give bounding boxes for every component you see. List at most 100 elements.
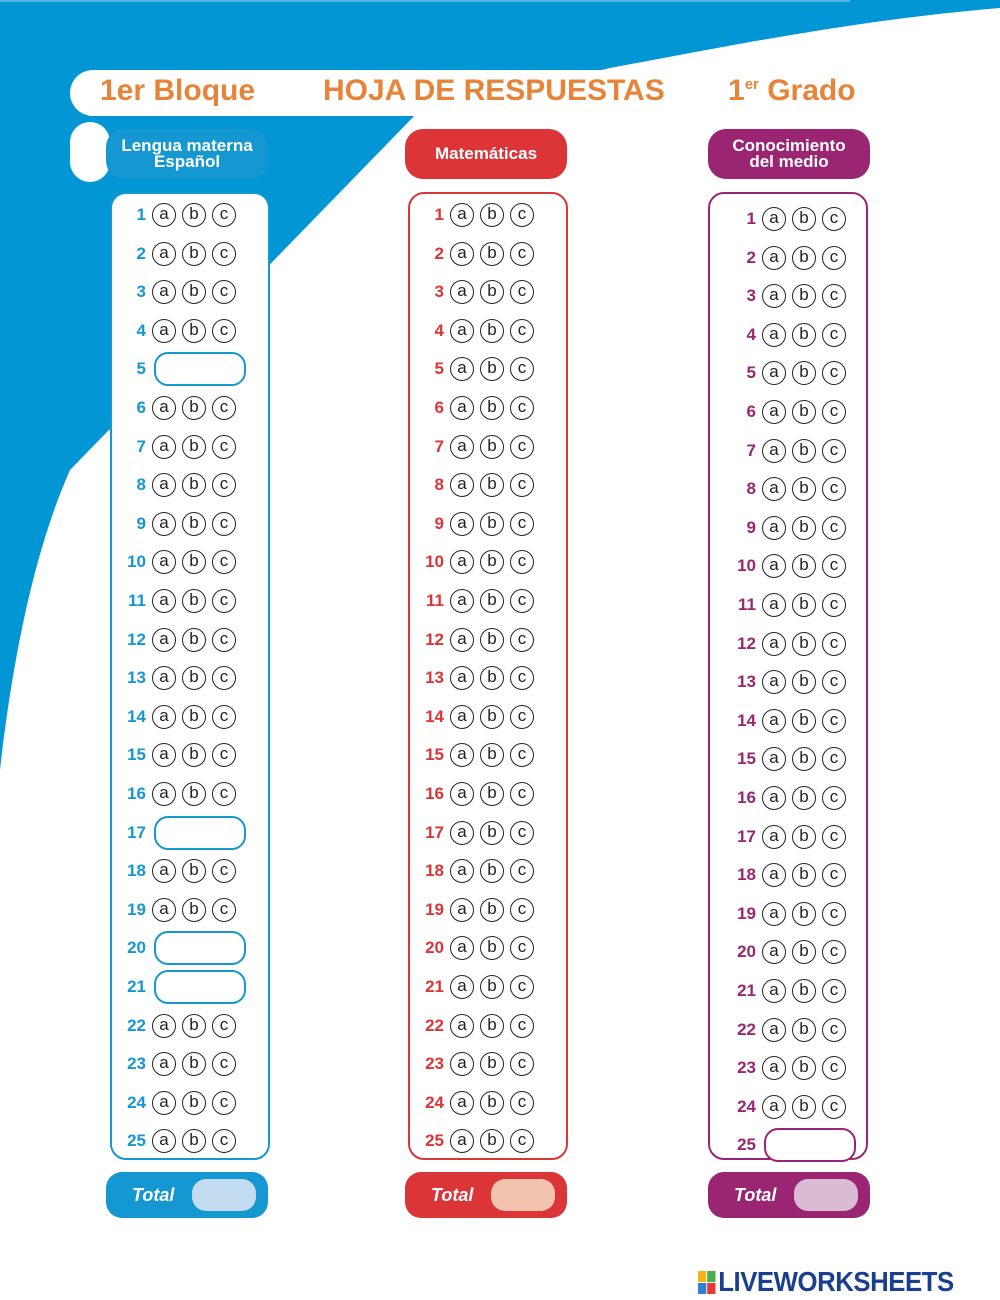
option-c-radio[interactable]: c xyxy=(510,859,534,884)
option-a-radio[interactable]: a xyxy=(450,936,474,961)
total-input[interactable] xyxy=(794,1179,858,1211)
answer-text-input[interactable] xyxy=(764,1128,856,1163)
option-a-radio[interactable]: a xyxy=(152,589,176,613)
option-c-radio[interactable]: c xyxy=(822,708,846,733)
option-a-radio[interactable]: a xyxy=(450,743,474,768)
option-b-radio[interactable]: b xyxy=(480,280,504,305)
option-a-radio[interactable]: a xyxy=(152,782,176,806)
option-a-radio[interactable]: a xyxy=(762,708,786,733)
option-b-radio[interactable]: b xyxy=(182,897,206,922)
option-b-radio[interactable]: b xyxy=(792,438,816,463)
option-b-radio[interactable]: b xyxy=(480,357,504,382)
option-b-radio[interactable]: b xyxy=(480,241,504,266)
option-b-radio[interactable]: b xyxy=(792,940,816,965)
option-b-radio[interactable]: b xyxy=(182,203,206,227)
option-a-radio[interactable]: a xyxy=(450,782,474,806)
option-a-radio[interactable]: a xyxy=(450,203,474,227)
option-a-radio[interactable]: a xyxy=(762,1056,786,1081)
option-b-radio[interactable]: b xyxy=(480,859,504,884)
option-a-radio[interactable]: a xyxy=(450,434,474,459)
option-c-radio[interactable]: c xyxy=(510,589,534,613)
option-a-radio[interactable]: a xyxy=(152,550,176,575)
option-a-radio[interactable]: a xyxy=(762,747,786,772)
option-b-radio[interactable]: b xyxy=(480,627,504,652)
option-b-radio[interactable]: b xyxy=(792,708,816,733)
option-b-radio[interactable]: b xyxy=(480,434,504,459)
option-b-radio[interactable]: b xyxy=(480,820,504,845)
option-a-radio[interactable]: a xyxy=(152,743,176,768)
option-a-radio[interactable]: a xyxy=(762,670,786,695)
option-b-radio[interactable]: b xyxy=(480,897,504,922)
option-a-radio[interactable]: a xyxy=(450,589,474,613)
option-b-radio[interactable]: b xyxy=(182,511,206,536)
option-c-radio[interactable]: c xyxy=(822,361,846,386)
total-input[interactable] xyxy=(192,1179,256,1211)
option-a-radio[interactable]: a xyxy=(152,859,176,884)
option-a-radio[interactable]: a xyxy=(450,511,474,536)
option-a-radio[interactable]: a xyxy=(450,627,474,652)
option-a-radio[interactable]: a xyxy=(152,511,176,536)
option-a-radio[interactable]: a xyxy=(450,473,474,498)
option-c-radio[interactable]: c xyxy=(212,473,236,498)
option-a-radio[interactable]: a xyxy=(450,859,474,884)
answer-text-input[interactable] xyxy=(154,352,246,387)
option-a-radio[interactable]: a xyxy=(762,824,786,849)
option-a-radio[interactable]: a xyxy=(762,515,786,540)
option-c-radio[interactable]: c xyxy=(212,782,236,806)
option-a-radio[interactable]: a xyxy=(762,940,786,965)
option-b-radio[interactable]: b xyxy=(792,284,816,309)
option-b-radio[interactable]: b xyxy=(792,554,816,579)
option-c-radio[interactable]: c xyxy=(822,824,846,849)
option-b-radio[interactable]: b xyxy=(792,593,816,617)
option-c-radio[interactable]: c xyxy=(822,400,846,424)
option-c-radio[interactable]: c xyxy=(212,550,236,575)
option-b-radio[interactable]: b xyxy=(480,396,504,420)
option-c-radio[interactable]: c xyxy=(510,743,534,768)
option-c-radio[interactable]: c xyxy=(212,434,236,459)
option-c-radio[interactable]: c xyxy=(510,1090,534,1115)
option-b-radio[interactable]: b xyxy=(182,1129,206,1154)
option-a-radio[interactable]: a xyxy=(450,975,474,999)
option-b-radio[interactable]: b xyxy=(792,786,816,810)
option-a-radio[interactable]: a xyxy=(450,704,474,729)
option-c-radio[interactable]: c xyxy=(822,1017,846,1042)
option-c-radio[interactable]: c xyxy=(212,897,236,922)
option-c-radio[interactable]: c xyxy=(822,979,846,1003)
option-b-radio[interactable]: b xyxy=(792,245,816,270)
option-a-radio[interactable]: a xyxy=(762,901,786,926)
option-a-radio[interactable]: a xyxy=(450,1052,474,1077)
option-c-radio[interactable]: c xyxy=(822,207,846,231)
option-a-radio[interactable]: a xyxy=(762,245,786,270)
option-b-radio[interactable]: b xyxy=(792,207,816,231)
option-c-radio[interactable]: c xyxy=(212,1090,236,1115)
option-c-radio[interactable]: c xyxy=(212,704,236,729)
option-b-radio[interactable]: b xyxy=(480,743,504,768)
option-b-radio[interactable]: b xyxy=(480,203,504,227)
option-a-radio[interactable]: a xyxy=(152,434,176,459)
option-a-radio[interactable]: a xyxy=(152,1013,176,1038)
option-c-radio[interactable]: c xyxy=(510,241,534,266)
option-c-radio[interactable]: c xyxy=(822,670,846,695)
option-c-radio[interactable]: c xyxy=(822,863,846,888)
option-c-radio[interactable]: c xyxy=(510,666,534,691)
option-b-radio[interactable]: b xyxy=(480,1129,504,1154)
option-a-radio[interactable]: a xyxy=(762,207,786,231)
option-a-radio[interactable]: a xyxy=(762,1094,786,1119)
option-c-radio[interactable]: c xyxy=(212,589,236,613)
option-c-radio[interactable]: c xyxy=(510,473,534,498)
option-c-radio[interactable]: c xyxy=(822,245,846,270)
option-c-radio[interactable]: c xyxy=(822,515,846,540)
option-a-radio[interactable]: a xyxy=(762,477,786,502)
option-a-radio[interactable]: a xyxy=(762,593,786,617)
option-b-radio[interactable]: b xyxy=(792,901,816,926)
option-b-radio[interactable]: b xyxy=(792,863,816,888)
option-b-radio[interactable]: b xyxy=(480,1013,504,1038)
option-b-radio[interactable]: b xyxy=(182,627,206,652)
option-b-radio[interactable]: b xyxy=(480,511,504,536)
option-c-radio[interactable]: c xyxy=(822,901,846,926)
option-b-radio[interactable]: b xyxy=(182,1052,206,1077)
option-a-radio[interactable]: a xyxy=(450,241,474,266)
option-b-radio[interactable]: b xyxy=(792,1094,816,1119)
option-c-radio[interactable]: c xyxy=(212,1052,236,1077)
option-b-radio[interactable]: b xyxy=(480,550,504,575)
